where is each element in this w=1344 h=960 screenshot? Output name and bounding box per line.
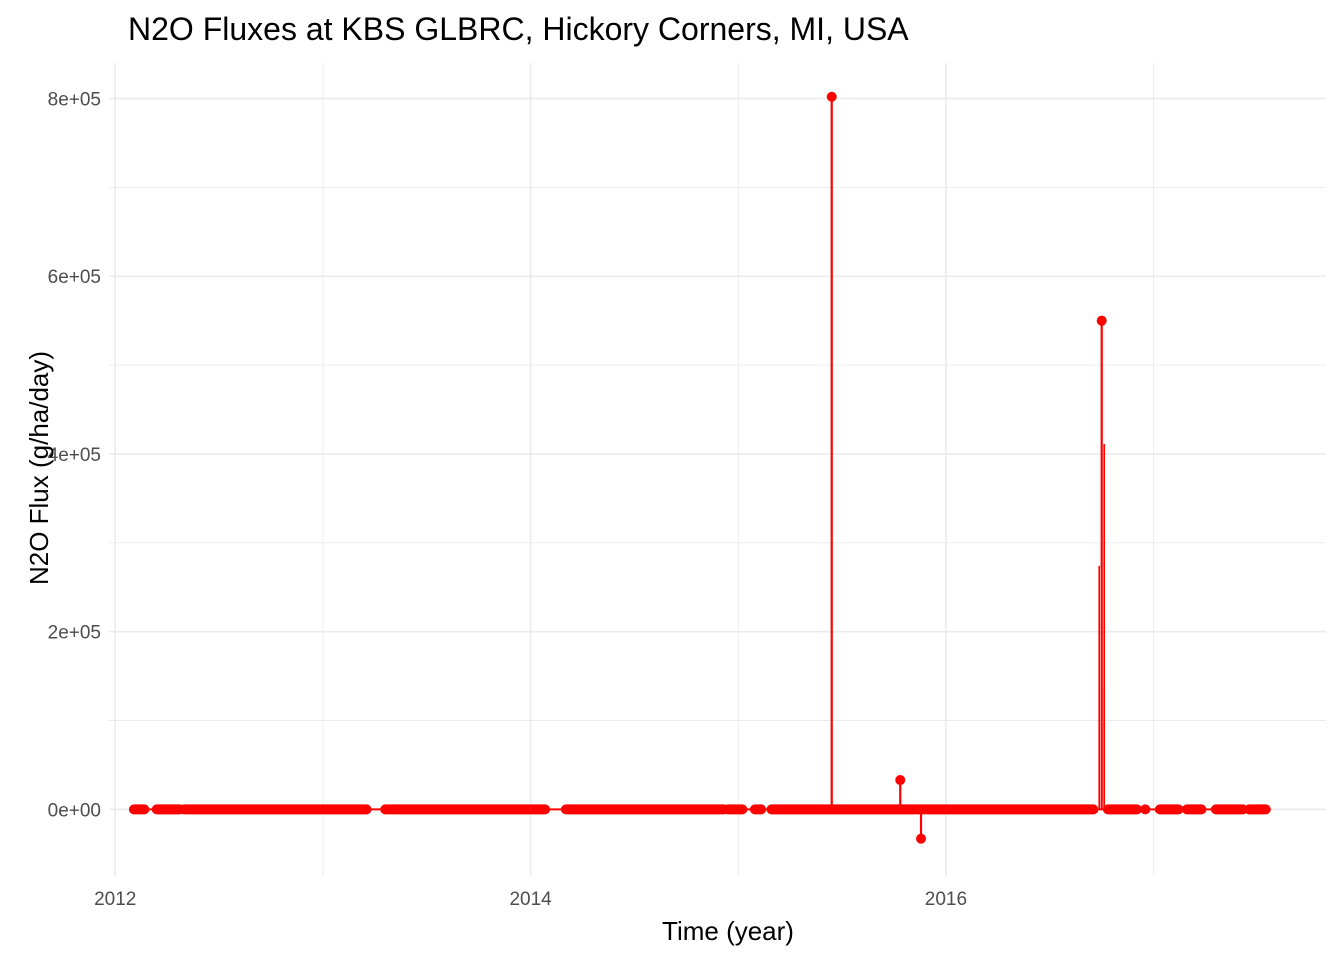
spike-point [826,91,837,102]
y-tick-label: 0e+00 [48,800,101,821]
tick-labels: 0e+00 2e+05 4e+05 6e+05 8e+05 2012 2014 2016 [48,90,967,910]
chart-title: N2O Fluxes at KBS GLBRC, Hickory Corners… [128,11,909,47]
data-point [1140,804,1151,815]
spike-point [916,833,927,844]
y-tick-label: 8e+05 [48,90,101,111]
spike-point [895,775,906,786]
spike-point [1096,315,1107,326]
x-axis-label: Time (year) [662,916,794,946]
x-tick-label: 2016 [925,889,967,910]
data-point [172,804,183,815]
y-axis-label: N2O Flux (g/ha/day) [24,351,54,585]
series-n2o-flux [128,91,1271,844]
y-tick-label: 4e+05 [48,445,101,466]
grid [109,63,1326,876]
data-point [155,804,166,815]
x-tick-label: 2014 [509,889,552,910]
y-tick-label: 2e+05 [48,623,101,644]
x-tick-label: 2012 [94,889,136,910]
data-point [164,804,175,815]
y-tick-label: 6e+05 [48,267,101,288]
